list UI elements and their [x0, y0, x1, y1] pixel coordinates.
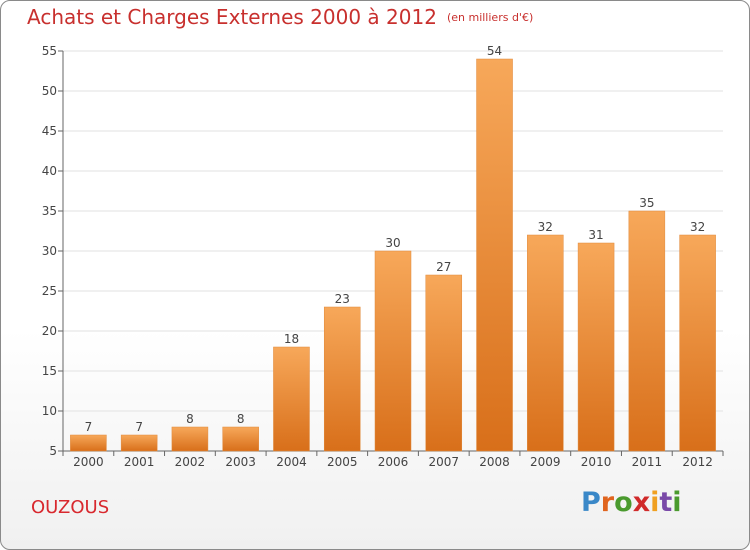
- x-tick-label-2004: 2004: [276, 455, 307, 469]
- bar-2006: [374, 250, 412, 452]
- bar-2005: [323, 306, 361, 452]
- x-tick-label-2007: 2007: [428, 455, 459, 469]
- x-tick-label-2002: 2002: [175, 455, 206, 469]
- x-tick-label-2009: 2009: [530, 455, 561, 469]
- y-tick-label: 20: [42, 324, 57, 338]
- data-label-2012: 32: [690, 220, 705, 234]
- chart-title: Achats et Charges Externes 2000 à 2012 (e…: [27, 5, 533, 29]
- x-tick-label-2005: 2005: [327, 455, 358, 469]
- x-tick-label-2000: 2000: [73, 455, 104, 469]
- y-tick-label: 5: [49, 444, 57, 458]
- bar-chart: 5 10 15 20 25 30 35 40 45 50 55 7 2000 7 2001 8 2002 8 200…: [42, 44, 724, 469]
- y-tick-label: 25: [42, 284, 57, 298]
- data-label-2001: 7: [135, 420, 143, 434]
- bar-2002: [171, 426, 209, 452]
- x-tick-label-2006: 2006: [378, 455, 409, 469]
- y-tick-label: 10: [42, 404, 57, 418]
- x-tick-label-2008: 2008: [479, 455, 510, 469]
- x-tick-label-2001: 2001: [124, 455, 155, 469]
- bar-2012: [679, 234, 716, 452]
- x-tick-label-2003: 2003: [225, 455, 256, 469]
- y-tick-label: 45: [42, 124, 57, 138]
- data-label-2008: 54: [487, 44, 502, 58]
- x-tick-label-2011: 2011: [632, 455, 663, 469]
- data-label-2007: 27: [436, 260, 451, 274]
- bar-2009: [527, 234, 564, 452]
- x-tick-label-2010: 2010: [581, 455, 612, 469]
- bar-2000: [70, 434, 107, 452]
- proxiti-logo: Proxiti: [581, 487, 682, 518]
- data-label-2011: 35: [639, 196, 654, 210]
- y-tick-label: 55: [42, 44, 57, 58]
- bar-2003: [222, 426, 259, 452]
- data-label-2002: 8: [186, 412, 194, 426]
- y-tick-label: 50: [42, 84, 57, 98]
- data-label-2000: 7: [85, 420, 93, 434]
- bar-2008: [476, 58, 513, 452]
- chart-subtitle: (en milliers d'€): [446, 11, 534, 24]
- bar-2004: [273, 346, 310, 452]
- chart-title-text: Achats et Charges Externes 2000 à 2012: [27, 5, 437, 29]
- x-tick-label-2012: 2012: [682, 455, 713, 469]
- y-tick-label: 30: [42, 244, 57, 258]
- bars: [70, 58, 716, 452]
- location-name: OUZOUS: [31, 497, 110, 518]
- data-label-2005: 23: [335, 292, 350, 306]
- data-label-2010: 31: [588, 228, 603, 242]
- bar-2001: [120, 434, 158, 452]
- bar-2010: [577, 242, 615, 452]
- data-label-2003: 8: [237, 412, 245, 426]
- data-label-2004: 18: [284, 332, 299, 346]
- data-label-2006: 30: [385, 236, 400, 250]
- y-tick-label: 35: [42, 204, 57, 218]
- labels: 5 10 15 20 25 30 35 40 45 50 55 7 2000 7 2001 8 2002 8 200…: [42, 44, 713, 469]
- y-tick-label: 15: [42, 364, 57, 378]
- y-tick-label: 40: [42, 164, 57, 178]
- bar-2007: [425, 274, 463, 452]
- data-label-2009: 32: [538, 220, 553, 234]
- bar-2011: [628, 210, 666, 452]
